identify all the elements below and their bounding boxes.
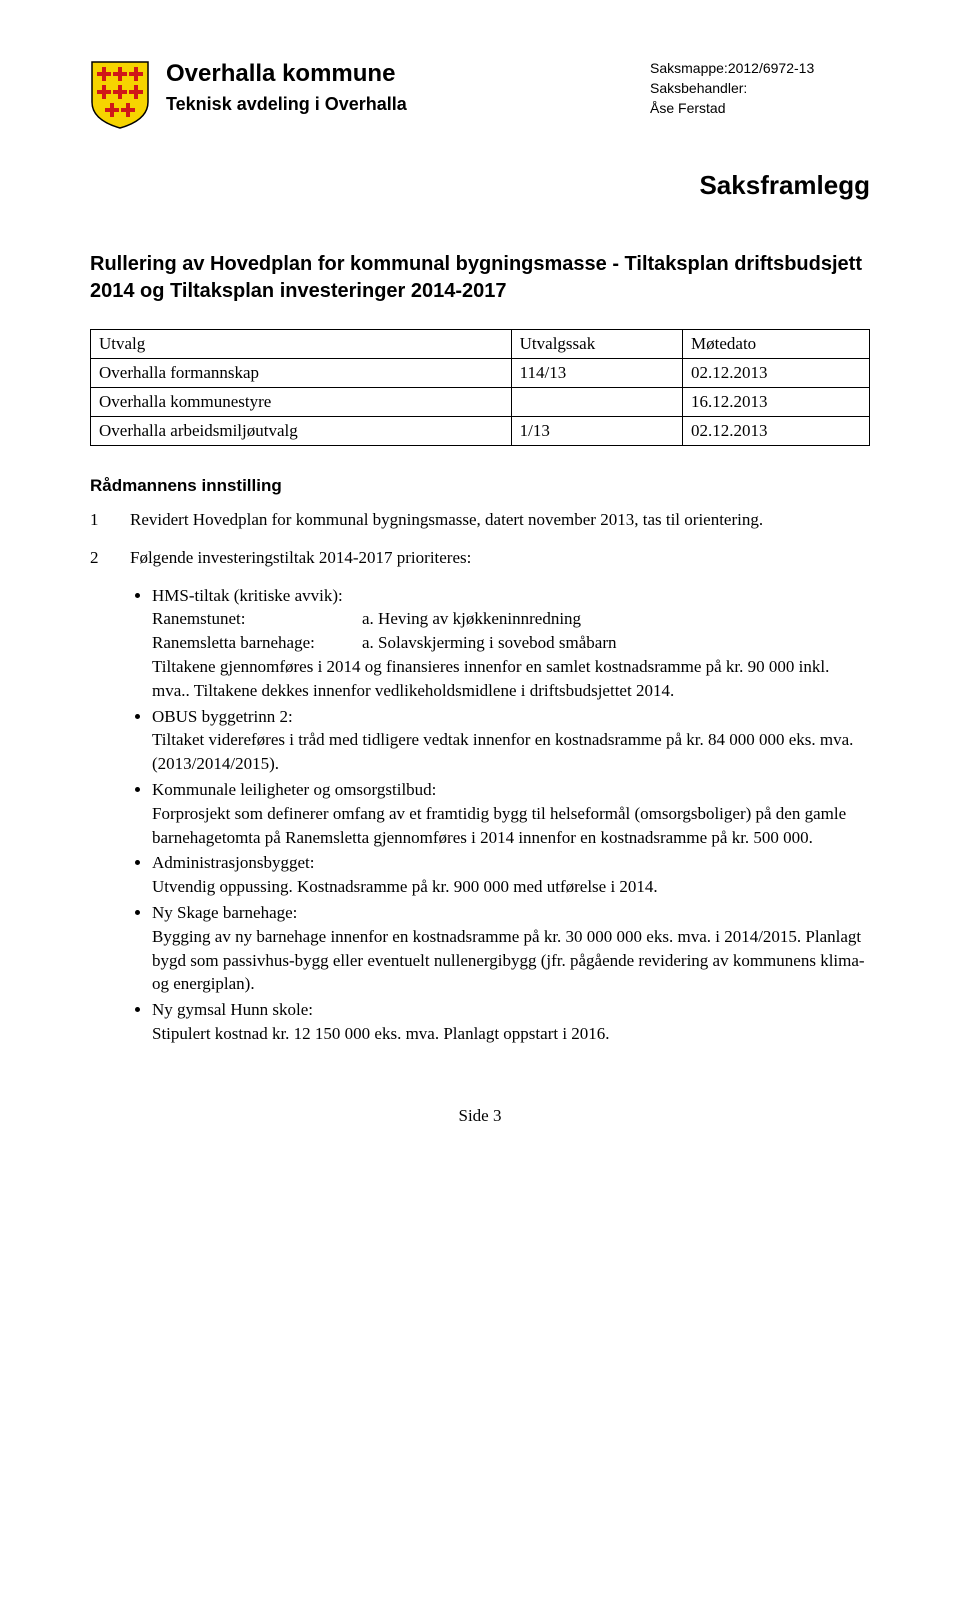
saksmappe-line: Saksmappe:2012/6972-13 — [650, 60, 870, 76]
td — [511, 388, 682, 417]
td: 1/13 — [511, 417, 682, 446]
table-header-row: Utvalg Utvalgssak Møtedato — [91, 330, 870, 359]
page-number: Side 3 — [90, 1106, 870, 1126]
bullet-obus: OBUS byggetrinn 2: Tiltaket videreføres … — [152, 705, 870, 776]
item-2-text: Følgende investeringstiltak 2014-2017 pr… — [130, 546, 870, 570]
bullet-hms-title: HMS-tiltak (kritiske avvik): — [152, 584, 870, 608]
hms-ranemsletta-k: Ranemsletta barnehage: — [152, 631, 362, 655]
bullet-skage-title: Ny Skage barnehage: — [152, 901, 870, 925]
item-2-num: 2 — [90, 546, 130, 570]
td: Overhalla formannskap — [91, 359, 512, 388]
utvalg-table: Utvalg Utvalgssak Møtedato Overhalla for… — [90, 329, 870, 446]
item-1: 1 Revidert Hovedplan for kommunal bygnin… — [90, 508, 870, 532]
td: 02.12.2013 — [683, 359, 870, 388]
bullet-list: HMS-tiltak (kritiske avvik): Ranemstunet… — [90, 584, 870, 1046]
hms-ranemsletta: Ranemsletta barnehage: a. Solavskjerming… — [152, 631, 870, 655]
bullet-kommunale-para: Forprosjekt som definerer omfang av et f… — [152, 802, 870, 850]
header: Overhalla kommune Teknisk avdeling i Ove… — [90, 60, 870, 130]
bullet-obus-title: OBUS byggetrinn 2: — [152, 705, 870, 729]
hms-ranemsletta-v: a. Solavskjerming i sovebod småbarn — [362, 631, 617, 655]
saksbehandler-value: Åse Ferstad — [650, 100, 870, 116]
th-utvalgssak: Utvalgssak — [511, 330, 682, 359]
bullet-skage-para: Bygging av ny barnehage innenfor en kost… — [152, 925, 870, 996]
td: 16.12.2013 — [683, 388, 870, 417]
th-motedato: Møtedato — [683, 330, 870, 359]
item-1-num: 1 — [90, 508, 130, 532]
org-title: Overhalla kommune — [166, 60, 650, 88]
bullet-obus-para: Tiltaket videreføres i tråd med tidliger… — [152, 728, 870, 776]
th-utvalg: Utvalg — [91, 330, 512, 359]
table-row: Overhalla arbeidsmiljøutvalg 1/13 02.12.… — [91, 417, 870, 446]
td: 114/13 — [511, 359, 682, 388]
bullet-hms: HMS-tiltak (kritiske avvik): Ranemstunet… — [152, 584, 870, 703]
bullet-gymsal-title: Ny gymsal Hunn skole: — [152, 998, 870, 1022]
td: Overhalla kommunestyre — [91, 388, 512, 417]
hms-para: Tiltakene gjennomføres i 2014 og finansi… — [152, 655, 870, 703]
bullet-admin-title: Administrasjonsbygget: — [152, 851, 870, 875]
bullet-skage: Ny Skage barnehage: Bygging av ny barneh… — [152, 901, 870, 996]
table-row: Overhalla formannskap 114/13 02.12.2013 — [91, 359, 870, 388]
municipal-logo — [90, 60, 150, 130]
hms-ranemstunet-k: Ranemstunet: — [152, 607, 362, 631]
bullet-kommunale-title: Kommunale leiligheter og omsorgstilbud: — [152, 778, 870, 802]
bullet-admin: Administrasjonsbygget: Utvendig oppussin… — [152, 851, 870, 899]
td: Overhalla arbeidsmiljøutvalg — [91, 417, 512, 446]
td: 02.12.2013 — [683, 417, 870, 446]
saksmappe-label: Saksmappe: — [650, 60, 728, 76]
hms-ranemstunet: Ranemstunet: a. Heving av kjøkkeninnredn… — [152, 607, 870, 631]
doc-title: Rullering av Hovedplan for kommunal bygn… — [90, 251, 870, 305]
bullet-kommunale: Kommunale leiligheter og omsorgstilbud: … — [152, 778, 870, 849]
item-2: 2 Følgende investeringstiltak 2014-2017 … — [90, 546, 870, 570]
saksmappe-value: 2012/6972-13 — [728, 60, 814, 76]
bullet-gymsal: Ny gymsal Hunn skole: Stipulert kostnad … — [152, 998, 870, 1046]
item-1-text: Revidert Hovedplan for kommunal bygnings… — [130, 508, 870, 532]
org-subtitle: Teknisk avdeling i Overhalla — [166, 94, 650, 115]
doc-type: Saksframlegg — [90, 170, 870, 201]
innstilling-heading: Rådmannens innstilling — [90, 476, 870, 496]
saksbehandler-label: Saksbehandler: — [650, 80, 870, 96]
hms-ranemstunet-v: a. Heving av kjøkkeninnredning — [362, 607, 581, 631]
page: Overhalla kommune Teknisk avdeling i Ove… — [0, 0, 960, 1166]
table-row: Overhalla kommunestyre 16.12.2013 — [91, 388, 870, 417]
bullet-admin-para: Utvendig oppussing. Kostnadsramme på kr.… — [152, 875, 870, 899]
bullet-gymsal-para: Stipulert kostnad kr. 12 150 000 eks. mv… — [152, 1022, 870, 1046]
org-block: Overhalla kommune Teknisk avdeling i Ove… — [166, 60, 650, 115]
meta-block: Saksmappe:2012/6972-13 Saksbehandler: Ås… — [650, 60, 870, 120]
